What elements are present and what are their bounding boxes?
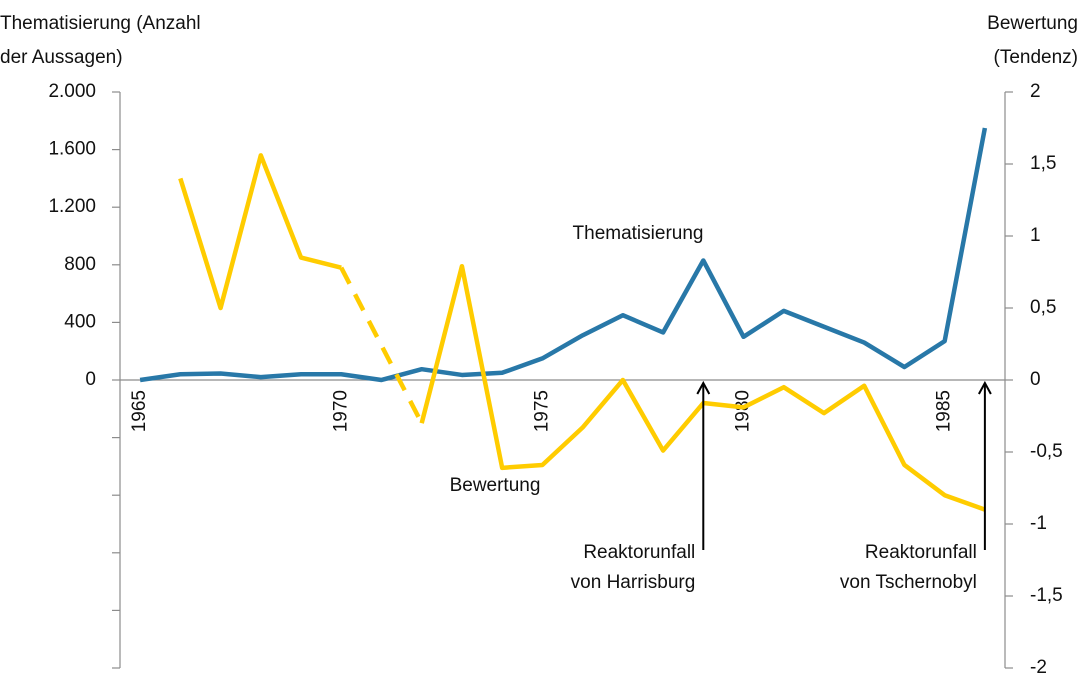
x-tick-label: 1965 bbox=[129, 390, 150, 432]
y2-tick-label: -0,5 bbox=[1030, 441, 1063, 462]
x-tick-label: 1985 bbox=[934, 390, 955, 432]
y-tick-label: 800 bbox=[64, 254, 96, 275]
annotation: Reaktorunfall bbox=[865, 542, 977, 563]
arrow-head bbox=[696, 380, 711, 395]
y2-tick-label: 1,5 bbox=[1030, 153, 1056, 174]
y2-tick-label: 1 bbox=[1030, 225, 1041, 246]
x-tick-label: 1970 bbox=[330, 390, 351, 432]
y2-tick-label: -1,5 bbox=[1030, 585, 1063, 606]
y-tick-label: 1.600 bbox=[48, 139, 96, 160]
annotation: von Harrisburg bbox=[571, 572, 696, 593]
y2-tick-label: 0 bbox=[1030, 369, 1041, 390]
series-label: Thematisierung bbox=[573, 223, 704, 244]
y-title: Thematisierung (Anzahl bbox=[0, 13, 201, 34]
x-tick-label: 1980 bbox=[733, 390, 754, 432]
y2-tick-label: -2 bbox=[1030, 657, 1047, 678]
x-tick-label: 1975 bbox=[531, 390, 552, 432]
arrow-head bbox=[978, 380, 992, 395]
series-line bbox=[139, 127, 988, 383]
series-label: Bewertung bbox=[450, 475, 541, 496]
y2-tick-label: 0,5 bbox=[1030, 297, 1056, 318]
y2-title: (Tendenz) bbox=[994, 47, 1079, 68]
annotation: von Tschernobyl bbox=[840, 572, 977, 593]
y-tick-label: 2.000 bbox=[48, 81, 96, 102]
gap-line bbox=[339, 266, 424, 425]
series-line bbox=[178, 153, 342, 311]
y2-tick-label: -1 bbox=[1030, 513, 1047, 534]
y-tick-label: 400 bbox=[64, 311, 96, 332]
y-tick-label: 0 bbox=[85, 369, 96, 390]
y2-tick-label: 2 bbox=[1030, 81, 1041, 102]
annotation: Reaktorunfall bbox=[583, 542, 695, 563]
y-tick-label: 1.200 bbox=[48, 196, 96, 217]
y-title: der Aussagen) bbox=[0, 47, 123, 68]
y2-title: Bewertung bbox=[987, 13, 1078, 34]
